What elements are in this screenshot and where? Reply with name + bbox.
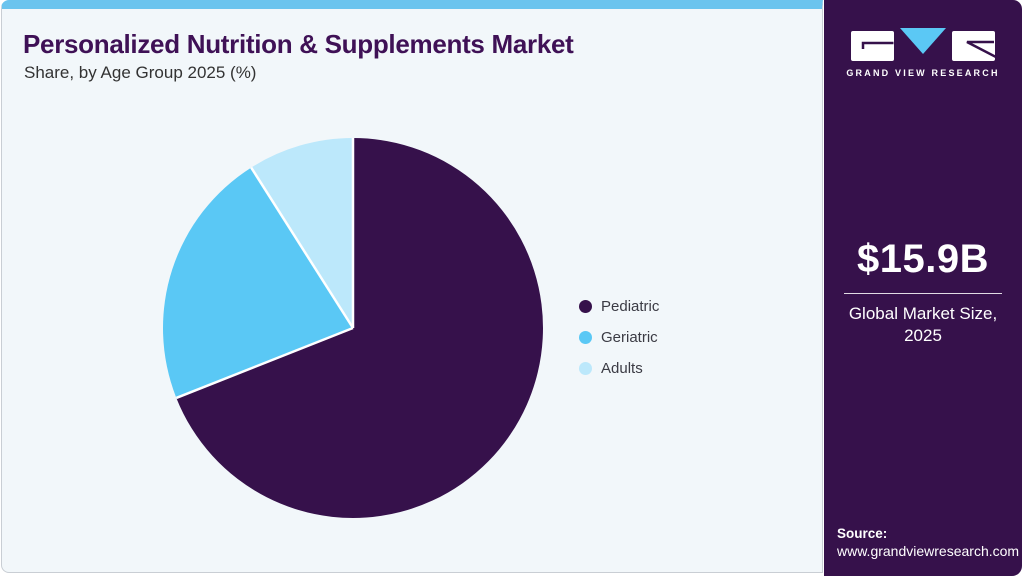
- logo-v-triangle: [900, 28, 946, 54]
- legend-item-geriatric: Geriatric: [579, 328, 659, 346]
- legend-label: Geriatric: [601, 328, 658, 346]
- pie-slice-adults: [251, 138, 353, 328]
- pie-slice-separator: [175, 326, 354, 400]
- logo-g-box: [851, 31, 894, 61]
- market-size-label-line2: 2025: [904, 326, 942, 346]
- pie-chart: [162, 138, 543, 518]
- pie-slice-geriatric: [162, 167, 353, 398]
- market-size-block: $15.9B Global Market Size, 2025: [824, 237, 1022, 348]
- legend-dot: [579, 299, 592, 313]
- legend-dot: [579, 330, 592, 344]
- logo-g-glyph: [861, 41, 894, 49]
- pie-slice-separator: [250, 166, 355, 329]
- market-size-label-line1: Global Market Size,: [848, 304, 998, 323]
- chart-legend: Pediatric Geriatric Adults: [579, 297, 659, 377]
- source-url[interactable]: www.grandviewresearch.com: [837, 543, 1020, 559]
- logo-r-glyph: [966, 40, 996, 59]
- page-title: Personalized Nutrition & Supplements Mar…: [23, 29, 574, 59]
- gvr-logo-icon: [851, 28, 996, 61]
- market-size-value: $15.9B: [857, 237, 989, 281]
- pie-slice-pediatric: [176, 138, 543, 518]
- legend-item-pediatric: Pediatric: [579, 297, 659, 315]
- source-block: Source: www.grandviewresearch.com: [837, 526, 1019, 559]
- source-label: Source:: [837, 526, 888, 541]
- legend-label: Pediatric: [601, 297, 660, 315]
- legend-label: Adults: [601, 359, 643, 377]
- market-size-label: Global Market Size, 2025: [824, 303, 1022, 348]
- gvr-logo: GRAND VIEW RESEARCH: [824, 26, 1022, 78]
- legend-dot: [579, 361, 592, 375]
- sidebar-panel: GRAND VIEW RESEARCH $15.9B Global Market…: [824, 0, 1022, 576]
- page-subtitle: Share, by Age Group 2025 (%): [24, 63, 257, 82]
- divider-line: [844, 293, 1002, 294]
- brand-name: GRAND VIEW RESEARCH: [846, 68, 1000, 78]
- legend-item-adults: Adults: [579, 359, 659, 377]
- chart-card: Personalized Nutrition & Supplements Mar…: [1, 0, 823, 573]
